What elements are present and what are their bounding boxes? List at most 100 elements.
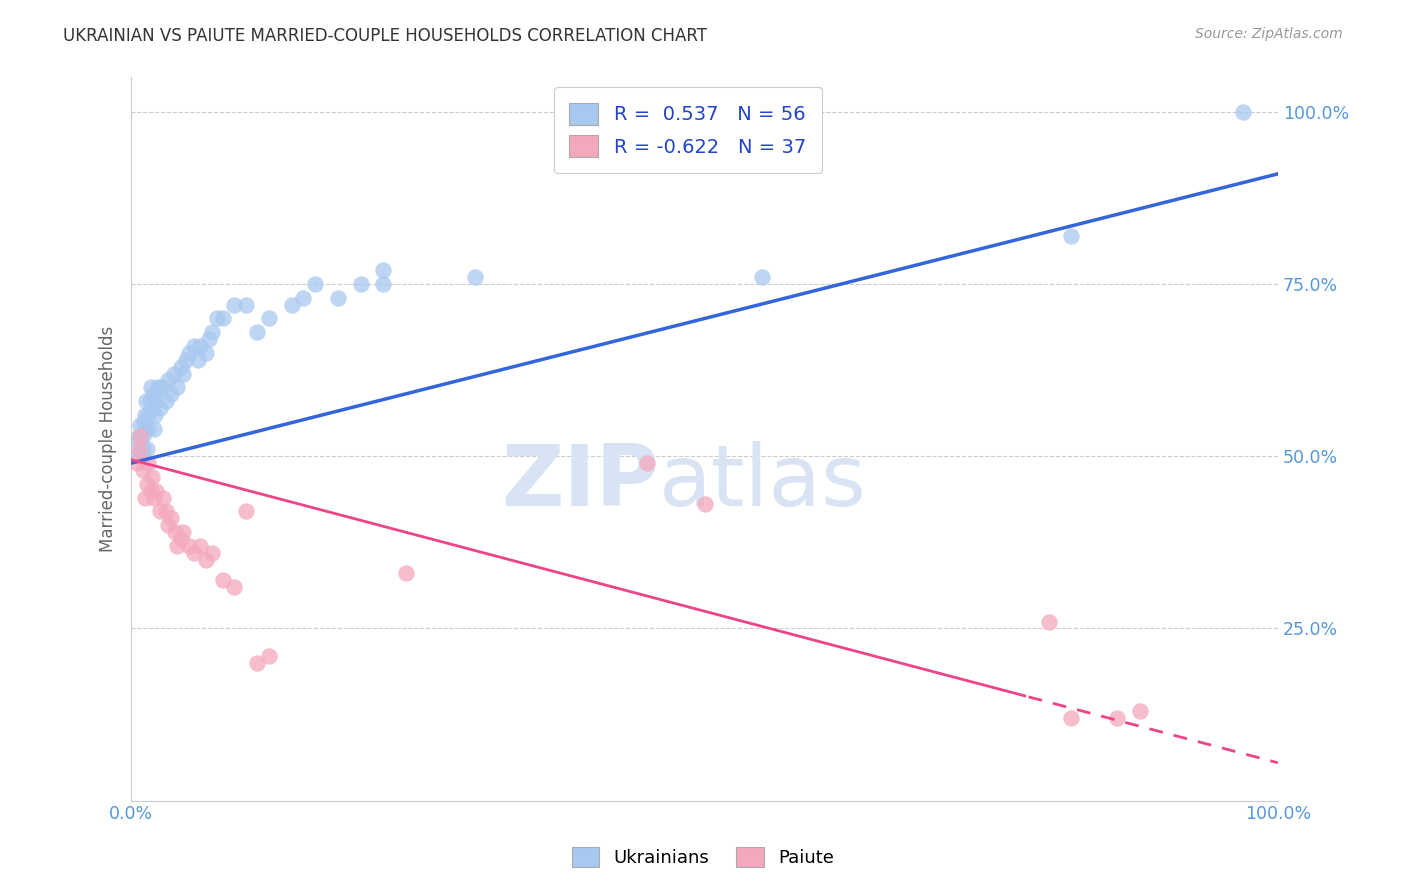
Point [281, 298, 304, 312]
Point [1060, 711, 1083, 725]
Point [751, 270, 773, 285]
Point [143, 408, 166, 422]
Point [146, 380, 169, 394]
Point [212, 573, 235, 587]
Point [172, 524, 194, 539]
Point [235, 298, 257, 312]
Point [132, 415, 155, 429]
Point [224, 580, 246, 594]
Point [326, 291, 349, 305]
Point [464, 270, 486, 285]
Point [169, 532, 191, 546]
Point [141, 401, 163, 415]
Point [136, 476, 159, 491]
Text: atlas: atlas [658, 441, 866, 524]
Point [139, 380, 162, 394]
Point [145, 483, 167, 498]
Point [129, 428, 152, 442]
Point [235, 504, 257, 518]
Text: ZIP: ZIP [501, 441, 658, 524]
Point [636, 456, 658, 470]
Point [149, 401, 172, 415]
Point [138, 394, 160, 409]
Point [183, 546, 205, 560]
Point [132, 428, 155, 442]
Point [207, 311, 229, 326]
Text: Source: ZipAtlas.com: Source: ZipAtlas.com [1195, 27, 1343, 41]
Point [177, 346, 200, 360]
Point [257, 648, 280, 663]
Point [134, 491, 156, 505]
Text: UKRAINIAN VS PAIUTE MARRIED-COUPLE HOUSEHOLDS CORRELATION CHART: UKRAINIAN VS PAIUTE MARRIED-COUPLE HOUSE… [63, 27, 707, 45]
Point [143, 422, 166, 436]
Point [188, 539, 211, 553]
Point [172, 367, 194, 381]
Point [129, 418, 152, 433]
Point [125, 456, 148, 470]
Point [128, 442, 150, 457]
Point [1107, 711, 1129, 725]
Point [142, 387, 165, 401]
Point [166, 380, 188, 394]
Point [134, 422, 156, 436]
Point [166, 539, 188, 553]
Point [152, 491, 174, 505]
Point [150, 380, 173, 394]
Point [131, 449, 153, 463]
Point [693, 498, 716, 512]
Legend: R =  0.537   N = 56, R = -0.622   N = 37: R = 0.537 N = 56, R = -0.622 N = 37 [554, 87, 823, 173]
Point [1038, 615, 1060, 629]
Point [163, 524, 186, 539]
Point [373, 277, 395, 291]
Point [187, 352, 209, 367]
Point [139, 483, 162, 498]
Point [143, 491, 166, 505]
Point [132, 463, 155, 477]
Point [160, 511, 183, 525]
Point [373, 263, 395, 277]
Point [200, 546, 222, 560]
Point [163, 367, 186, 381]
Point [155, 504, 177, 518]
Point [1060, 228, 1083, 243]
Point [194, 346, 217, 360]
Point [127, 435, 149, 450]
Point [169, 359, 191, 374]
Point [349, 277, 371, 291]
Point [194, 552, 217, 566]
Point [198, 332, 221, 346]
Point [132, 442, 155, 457]
Point [134, 408, 156, 422]
Point [149, 504, 172, 518]
Point [1232, 104, 1254, 119]
Point [141, 470, 163, 484]
Point [138, 422, 160, 436]
Point [138, 408, 160, 422]
Point [174, 352, 197, 367]
Point [145, 394, 167, 409]
Legend: Ukrainians, Paiute: Ukrainians, Paiute [565, 839, 841, 874]
Point [200, 326, 222, 340]
Point [135, 394, 157, 409]
Point [136, 442, 159, 457]
Point [292, 291, 315, 305]
Point [257, 311, 280, 326]
Point [128, 428, 150, 442]
Point [177, 539, 200, 553]
Point [224, 298, 246, 312]
Point [1129, 704, 1152, 718]
Point [160, 387, 183, 401]
Point [156, 374, 179, 388]
Point [246, 326, 269, 340]
Point [138, 456, 160, 470]
Point [246, 656, 269, 670]
Point [183, 339, 205, 353]
Y-axis label: Married-couple Households: Married-couple Households [100, 326, 117, 552]
Point [155, 394, 177, 409]
Point [156, 518, 179, 533]
Point [212, 311, 235, 326]
Point [125, 449, 148, 463]
Point [395, 566, 418, 581]
Point [188, 339, 211, 353]
Point [304, 277, 326, 291]
